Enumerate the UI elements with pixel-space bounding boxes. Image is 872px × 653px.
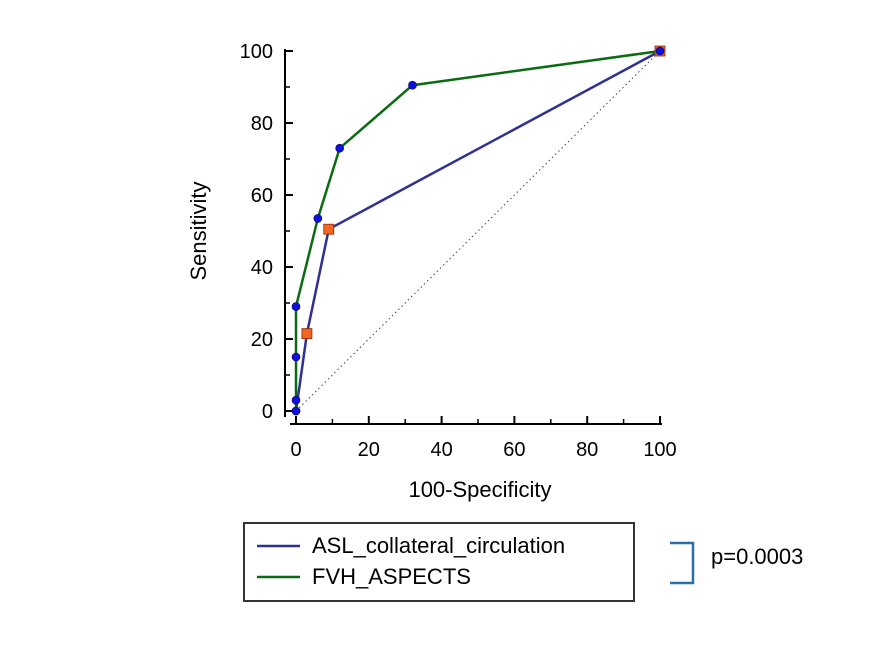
- x-tick-label: 20: [358, 439, 380, 461]
- data-point-asl-collateral-circulation: [301, 328, 313, 340]
- x-tick-label: 80: [576, 439, 598, 461]
- y-tick-label: 0: [262, 401, 273, 423]
- data-point-fvh-aspects: [335, 143, 344, 153]
- series-line-fvh-aspects: [294, 49, 661, 411]
- axes: 0 20 40 60 80 100 0 20 40 60 80 100: [240, 41, 677, 461]
- legend: ASL_collateral_circulation FVH_ASPECTS: [243, 522, 635, 602]
- data-point-asl-collateral-circulation: [323, 223, 335, 235]
- legend-label-fvh: FVH_ASPECTS: [312, 564, 471, 589]
- reference-diagonal-layer: [295, 50, 661, 412]
- p-value-annotation: p=0.0003: [711, 544, 803, 569]
- data-point-fvh-aspects: [291, 406, 301, 416]
- series-layer: [291, 45, 666, 416]
- y-tick-label: 20: [251, 329, 273, 351]
- data-point-fvh-aspects: [291, 395, 301, 405]
- data-point-fvh-aspects: [408, 80, 417, 90]
- y-tick-label: 80: [251, 113, 273, 135]
- x-tick-label: 60: [503, 439, 525, 461]
- reference-diagonal: [295, 50, 661, 412]
- y-tick-label: 60: [251, 185, 273, 207]
- series-line-asl-collateral-circulation: [294, 49, 661, 412]
- data-point-fvh-aspects: [655, 46, 665, 56]
- legend-label-asl: ASL_collateral_circulation: [312, 533, 565, 558]
- data-point-fvh-aspects: [291, 352, 301, 362]
- data-point-fvh-aspects: [291, 302, 301, 311]
- x-tick-label: 40: [430, 439, 452, 461]
- data-point-fvh-aspects: [313, 214, 323, 223]
- y-axis-title: Sensitivity: [186, 181, 211, 280]
- legend-box: [243, 522, 635, 602]
- x-tick-label: 0: [290, 439, 301, 461]
- y-tick-label: 100: [240, 41, 273, 63]
- significance-bracket: [670, 541, 695, 585]
- x-tick-label: 100: [643, 439, 676, 461]
- x-axis-title: 100-Specificity: [408, 477, 551, 502]
- y-tick-label: 40: [251, 257, 273, 279]
